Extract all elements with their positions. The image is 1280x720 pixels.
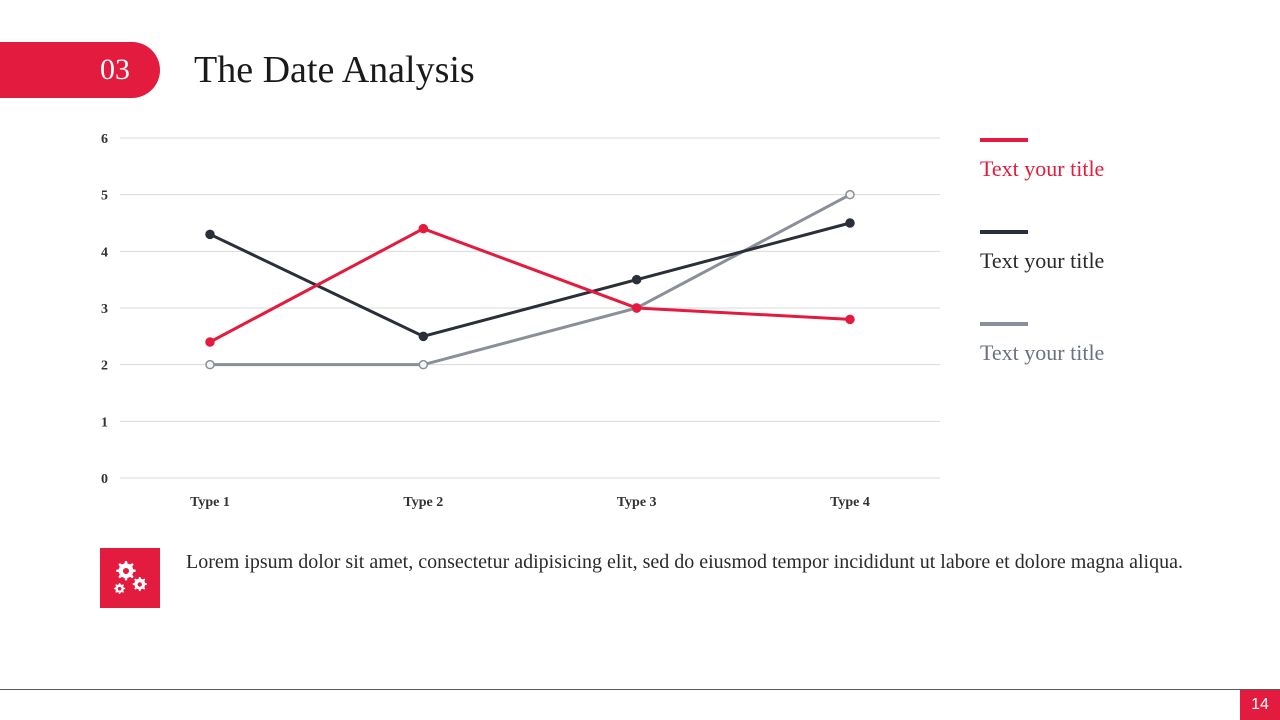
legend-swatch — [980, 230, 1028, 234]
svg-text:Type 4: Type 4 — [830, 495, 870, 510]
legend-swatch — [980, 322, 1028, 326]
legend-swatch — [980, 138, 1028, 142]
legend-label: Text your title — [980, 340, 1220, 366]
svg-text:3: 3 — [101, 302, 108, 317]
line-chart: 0 1 2 3 4 5 6 Type 1 Type 2 Type 3 Type 4 — [80, 128, 950, 528]
legend-item: Text your title — [980, 138, 1220, 182]
legend-label: Text your title — [980, 156, 1220, 182]
footer-block: Lorem ipsum dolor sit amet, consectetur … — [0, 528, 1280, 608]
footer-text: Lorem ipsum dolor sit amet, consectetur … — [186, 548, 1183, 576]
svg-text:4: 4 — [101, 245, 108, 260]
svg-text:0: 0 — [101, 472, 108, 487]
svg-text:6: 6 — [101, 132, 108, 147]
chart-legend: Text your title Text your title Text your … — [950, 128, 1220, 528]
legend-item: Text your title — [980, 230, 1220, 274]
svg-text:Type 2: Type 2 — [403, 495, 443, 510]
slide-title: The Date Analysis — [194, 48, 475, 92]
svg-text:1: 1 — [101, 415, 108, 430]
svg-text:2: 2 — [101, 359, 108, 374]
svg-text:Type 1: Type 1 — [190, 495, 230, 510]
section-number: 03 — [100, 53, 130, 87]
content-area: 0 1 2 3 4 5 6 Type 1 Type 2 Type 3 Type 4 Text you… — [0, 98, 1280, 528]
page-number: 14 — [1240, 690, 1280, 720]
legend-item: Text your title — [980, 322, 1220, 366]
section-number-badge: 03 — [0, 42, 160, 98]
legend-label: Text your title — [980, 248, 1220, 274]
svg-text:5: 5 — [101, 189, 108, 204]
svg-text:Type 3: Type 3 — [617, 495, 657, 510]
slide-header: 03 The Date Analysis — [0, 0, 1280, 98]
bottom-divider — [0, 689, 1280, 690]
gears-icon — [100, 548, 160, 608]
